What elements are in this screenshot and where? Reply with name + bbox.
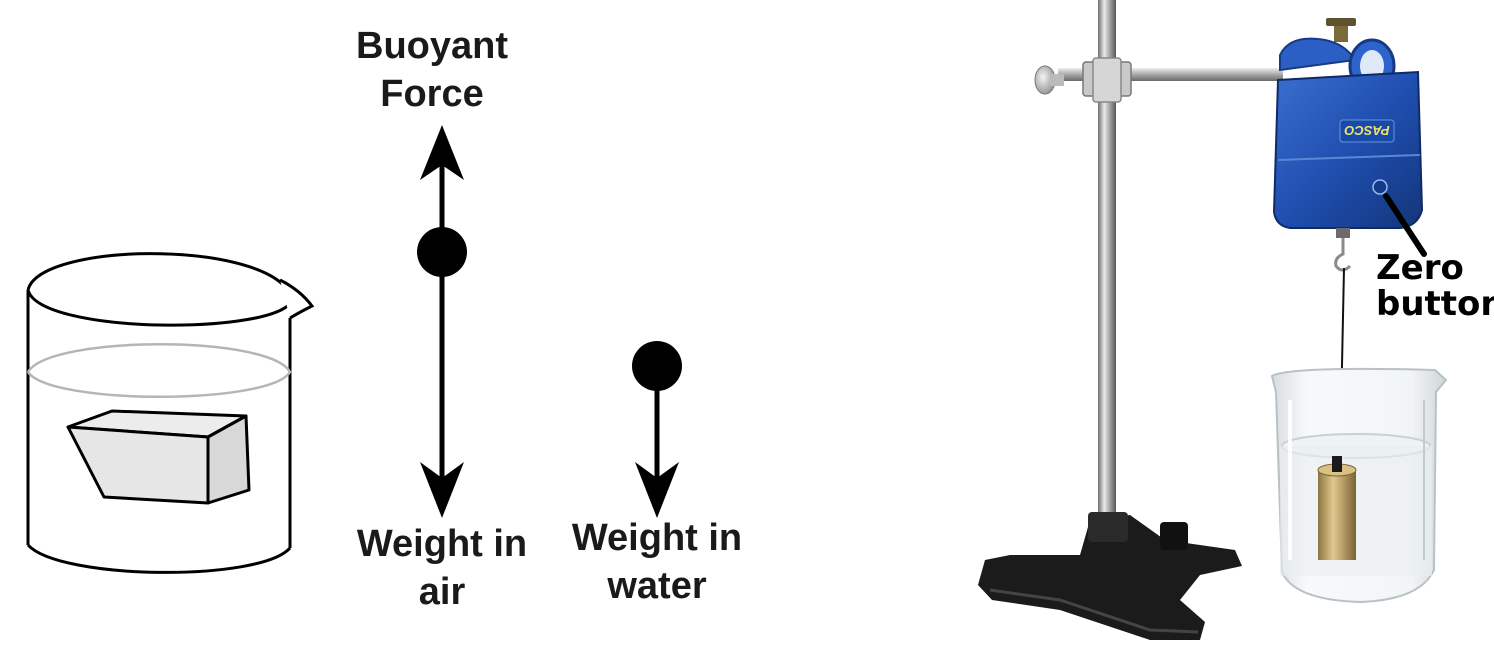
sensor-body — [1272, 70, 1424, 229]
zero-button-pointer — [1383, 193, 1427, 257]
fbd-air — [417, 125, 467, 518]
weight-in-water-label: Weight in water — [545, 514, 769, 610]
buoyant-force-arrowhead — [420, 125, 464, 180]
zero-button-icon — [1372, 179, 1388, 195]
weight-air-arrowhead — [420, 462, 464, 518]
buoyant-force-label: Buoyant Force — [332, 22, 532, 118]
weight-water-arrowhead — [635, 462, 679, 518]
buoyant-force-label-line1: Buoyant — [356, 25, 508, 67]
stand-rod — [1098, 0, 1116, 530]
weight-in-water-label-line2: water — [607, 565, 707, 607]
sensor-hook — [1334, 238, 1352, 272]
force-sensor: PASCO — [1272, 18, 1427, 272]
brass-weight — [1318, 470, 1356, 560]
buoyant-force-label-line2: Force — [380, 73, 484, 115]
ring-stand — [978, 0, 1283, 640]
submerged-block — [66, 409, 251, 505]
weight-in-air-label-line1: Weight in — [356, 523, 528, 565]
sensor-brand: PASCO — [1344, 123, 1389, 138]
weight-in-air-label-line2: air — [418, 571, 466, 613]
zero-button-label: Zero button — [1376, 250, 1494, 322]
weight-in-water-label-line1: Weight in — [571, 517, 743, 559]
weight-in-air-label: Weight in air — [330, 520, 554, 616]
zero-button-label-line1: Zero — [1376, 248, 1464, 288]
beaker-drawing — [26, 252, 315, 574]
glass-beaker — [1270, 367, 1448, 604]
fbd-water — [632, 341, 682, 518]
object-dot-air — [417, 227, 467, 277]
zero-button-label-line2: button — [1376, 284, 1494, 324]
object-dot-water — [632, 341, 682, 391]
